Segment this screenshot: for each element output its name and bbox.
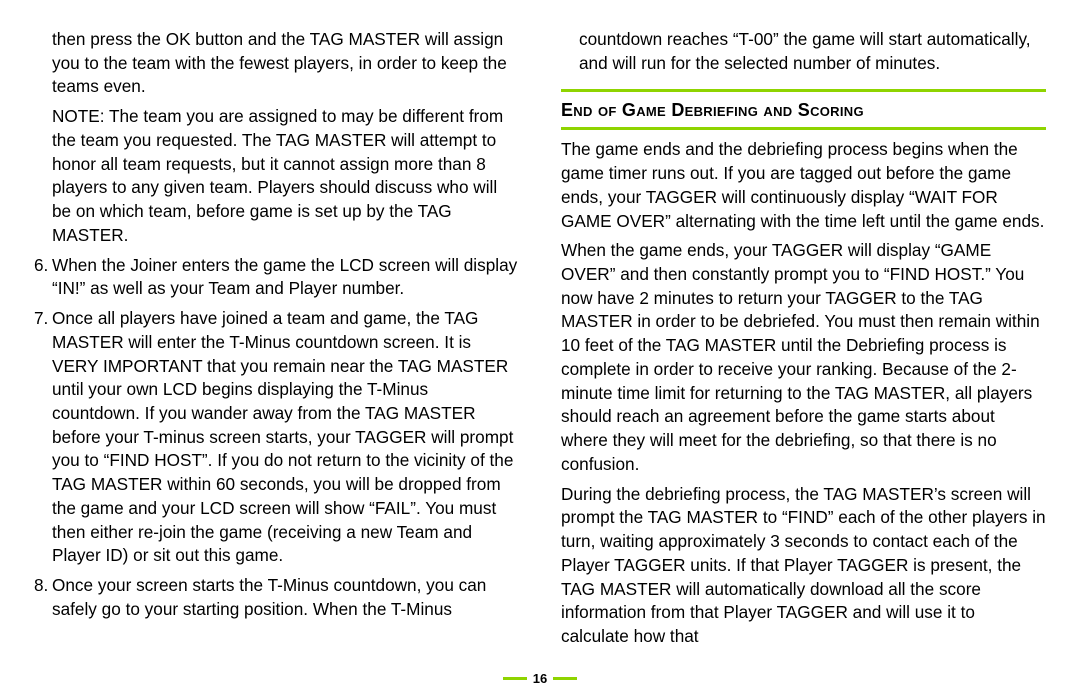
body-paragraph: During the debriefing process, the TAG M… <box>561 483 1046 649</box>
footer-accent-right <box>553 677 577 680</box>
heading-rule-bottom <box>561 127 1046 130</box>
list-number: 7. <box>34 307 52 568</box>
two-column-layout: then press the OK button and the TAG MAS… <box>34 28 1046 665</box>
page-number: 16 <box>527 671 553 686</box>
list-item: 6. When the Joiner enters the game the L… <box>34 254 519 301</box>
right-column: countdown reaches “T-00” the game will s… <box>561 28 1046 665</box>
body-paragraph: When the game ends, your TAGGER will dis… <box>561 239 1046 476</box>
list-number: 6. <box>34 254 52 301</box>
page-footer: 16 <box>34 665 1046 686</box>
list-item: 7. Once all players have joined a team a… <box>34 307 519 568</box>
continuation-paragraph: countdown reaches “T-00” the game will s… <box>561 28 1046 75</box>
body-paragraph: then press the OK button and the TAG MAS… <box>34 28 519 99</box>
list-item: 8. Once your screen starts the T-Minus c… <box>34 574 519 621</box>
heading-title: End of Game Debriefing and Scoring <box>561 92 1046 127</box>
section-heading: End of Game Debriefing and Scoring <box>561 89 1046 130</box>
note-paragraph: NOTE: The team you are assigned to may b… <box>34 105 519 247</box>
footer-accent-left <box>503 677 527 680</box>
left-column: then press the OK button and the TAG MAS… <box>34 28 519 665</box>
list-text: When the Joiner enters the game the LCD … <box>52 254 519 301</box>
manual-page: then press the OK button and the TAG MAS… <box>0 0 1080 698</box>
list-text: Once your screen starts the T-Minus coun… <box>52 574 519 621</box>
list-number: 8. <box>34 574 52 621</box>
list-text: Once all players have joined a team and … <box>52 307 519 568</box>
body-paragraph: The game ends and the debriefing process… <box>561 138 1046 233</box>
